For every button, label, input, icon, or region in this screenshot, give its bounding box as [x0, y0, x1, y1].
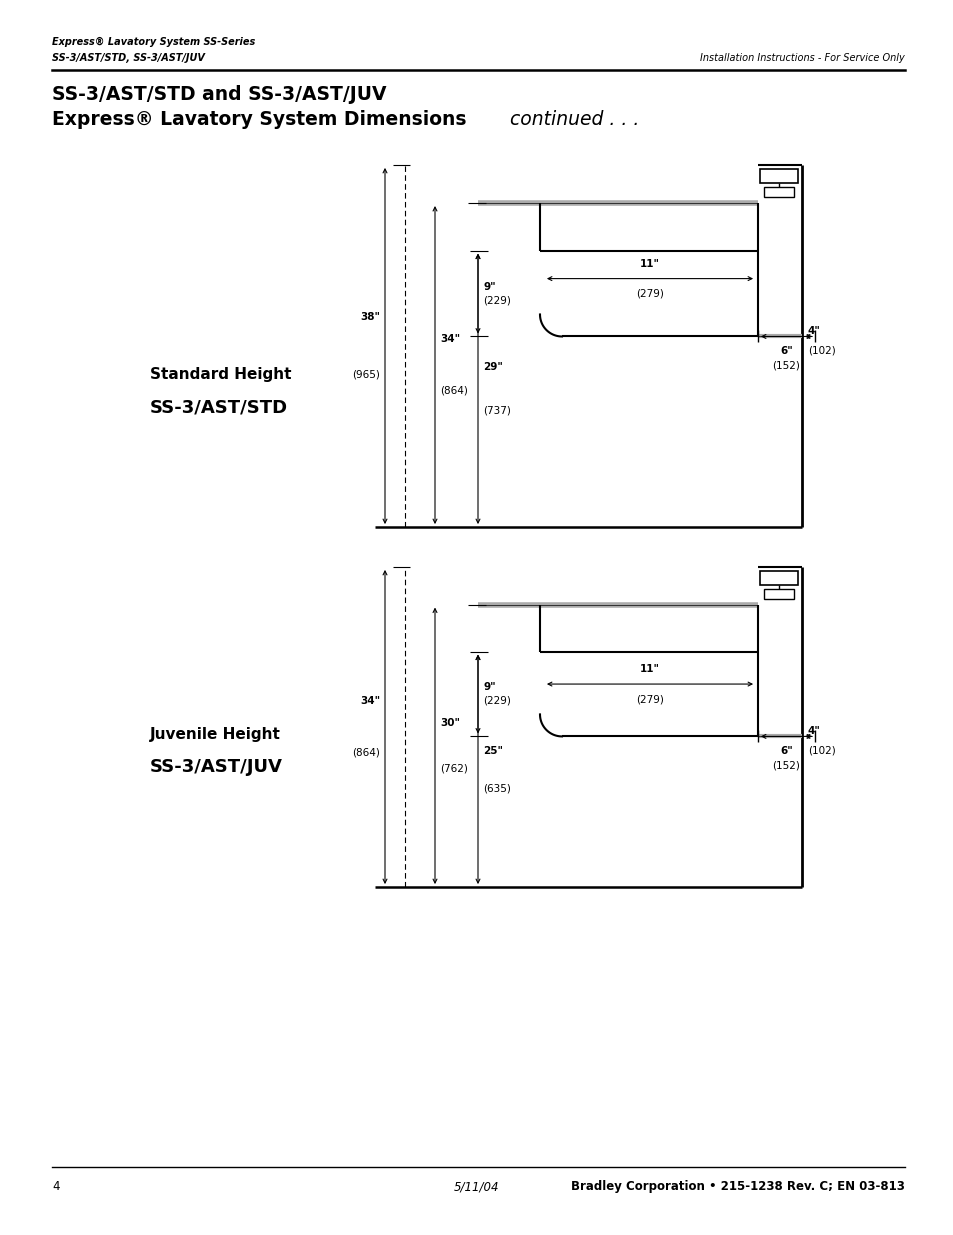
Text: 29": 29" — [482, 362, 502, 372]
Text: SS-3/AST/STD, SS-3/AST/JUV: SS-3/AST/STD, SS-3/AST/JUV — [52, 53, 205, 63]
Text: (152): (152) — [772, 361, 800, 370]
Text: SS-3/AST/STD: SS-3/AST/STD — [150, 398, 288, 416]
Text: 34": 34" — [359, 697, 379, 706]
Text: (737): (737) — [482, 406, 511, 416]
Bar — [763, 186, 793, 198]
Text: (965): (965) — [352, 370, 379, 380]
Text: (864): (864) — [439, 387, 467, 396]
Text: (762): (762) — [439, 763, 467, 773]
Bar — [760, 169, 797, 183]
Text: 11": 11" — [639, 664, 659, 674]
Text: 6": 6" — [780, 347, 792, 357]
Text: 4: 4 — [52, 1179, 59, 1193]
Text: Bradley Corporation • 215-1238 Rev. C; EN 03-813: Bradley Corporation • 215-1238 Rev. C; E… — [571, 1179, 904, 1193]
Bar — [763, 589, 793, 599]
Text: 4": 4" — [807, 726, 820, 736]
Bar — [760, 571, 797, 585]
Text: Standard Height: Standard Height — [150, 368, 292, 383]
Text: (279): (279) — [636, 694, 663, 704]
Text: SS-3/AST/JUV: SS-3/AST/JUV — [150, 758, 283, 776]
Text: (152): (152) — [772, 761, 800, 771]
Text: continued . . .: continued . . . — [510, 110, 639, 128]
Text: (102): (102) — [807, 346, 835, 356]
Text: (102): (102) — [807, 746, 835, 756]
Text: 11": 11" — [639, 258, 659, 268]
Text: 9": 9" — [482, 682, 496, 693]
Text: 34": 34" — [439, 335, 459, 345]
Text: Juvenile Height: Juvenile Height — [150, 727, 280, 742]
Text: (229): (229) — [482, 695, 511, 706]
Text: (279): (279) — [636, 289, 663, 299]
Text: Express® Lavatory System Dimensions: Express® Lavatory System Dimensions — [52, 110, 466, 128]
Text: Installation Instructions - For Service Only: Installation Instructions - For Service … — [700, 53, 904, 63]
Text: 4": 4" — [807, 326, 820, 336]
Text: Express® Lavatory System SS-Series: Express® Lavatory System SS-Series — [52, 37, 255, 47]
Text: 6": 6" — [780, 746, 792, 756]
Text: 25": 25" — [482, 746, 502, 756]
Text: (864): (864) — [352, 747, 379, 757]
Text: 9": 9" — [482, 282, 496, 291]
Text: SS-3/AST/STD and SS-3/AST/JUV: SS-3/AST/STD and SS-3/AST/JUV — [52, 85, 386, 104]
Text: (229): (229) — [482, 295, 511, 305]
Text: (635): (635) — [482, 783, 511, 793]
Text: 5/11/04: 5/11/04 — [454, 1179, 499, 1193]
Text: 30": 30" — [439, 719, 459, 729]
Text: 38": 38" — [359, 312, 379, 322]
